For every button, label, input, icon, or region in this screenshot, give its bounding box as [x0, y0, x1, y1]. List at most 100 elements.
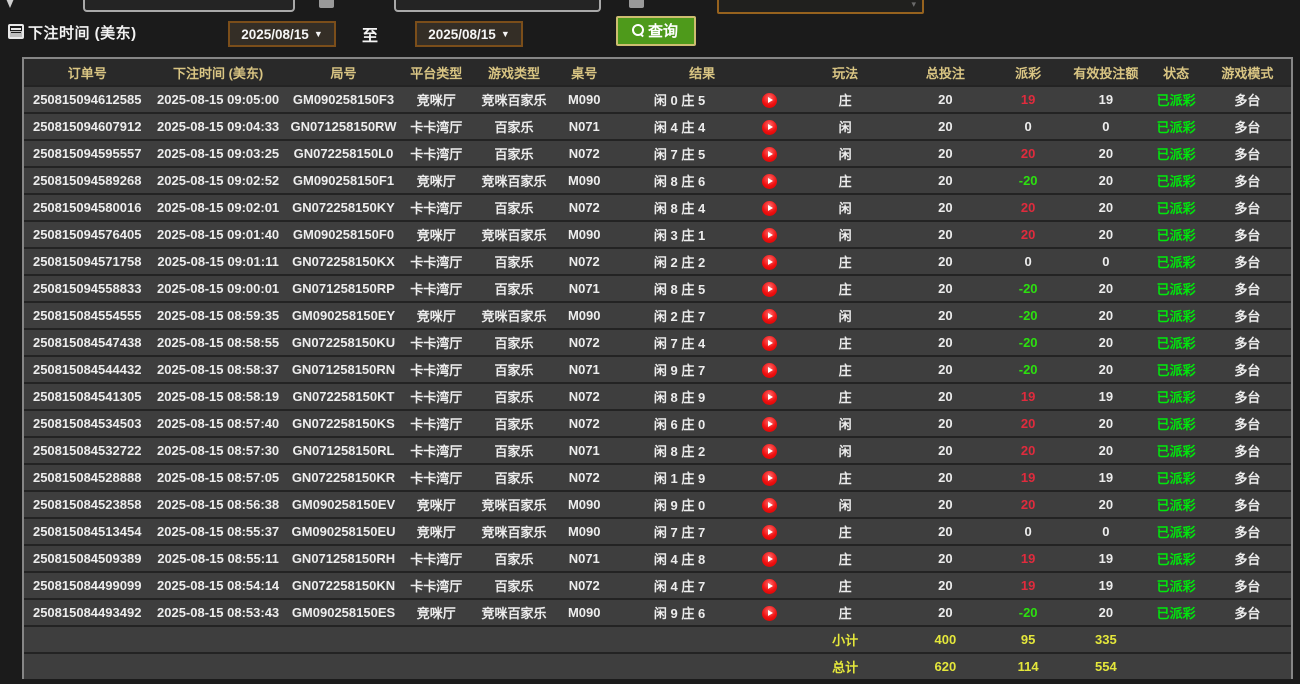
play-icon[interactable] [762, 578, 778, 594]
table-number: M090 [556, 517, 612, 544]
play-icon[interactable] [762, 200, 778, 216]
status-badge: 已派彩 [1148, 247, 1204, 274]
play-icon[interactable] [762, 551, 778, 567]
game-type: 竞咪百家乐 [471, 220, 557, 247]
play-icon[interactable] [762, 227, 778, 243]
round-number: GM090258150EV [285, 490, 402, 517]
replay-cell [747, 382, 793, 409]
status-badge: 已派彩 [1148, 382, 1204, 409]
game-type: 竞咪百家乐 [471, 166, 557, 193]
play-icon[interactable] [762, 362, 778, 378]
table-row: 250815094607912 2025-08-15 09:04:33 GN07… [24, 112, 1291, 139]
top-input-2[interactable] [394, 0, 601, 12]
result: 闲 9 庄 0 [611, 490, 748, 517]
search-button[interactable]: 查询 [616, 16, 696, 46]
col-game-type: 游戏类型 [471, 59, 557, 87]
table-number: N072 [556, 193, 612, 220]
play-icon[interactable] [762, 119, 778, 135]
total-bet: 20 [897, 382, 994, 409]
replay-cell [747, 112, 793, 139]
bet-time: 2025-08-15 09:05:00 [150, 87, 286, 112]
table-number: N071 [556, 436, 612, 463]
table-number: N071 [556, 112, 612, 139]
play-icon[interactable] [762, 416, 778, 432]
result: 闲 2 庄 2 [611, 247, 748, 274]
calendar-icon[interactable] [629, 0, 644, 8]
result: 闲 8 庄 4 [611, 193, 748, 220]
payout: 19 [993, 87, 1064, 112]
status-badge: 已派彩 [1148, 355, 1204, 382]
bet-records-table: 订单号 下注时间 (美东) 局号 平台类型 游戏类型 桌号 结果 玩法 总投注 … [22, 57, 1293, 679]
valid-bet: 19 [1063, 382, 1149, 409]
round-number: GN071258150RP [285, 274, 402, 301]
valid-bet: 19 [1063, 87, 1149, 112]
play-type: 庄 [792, 247, 898, 274]
play-icon[interactable] [762, 281, 778, 297]
replay-cell [747, 436, 793, 463]
valid-bet: 19 [1063, 571, 1149, 598]
round-number: GN072258150KR [285, 463, 402, 490]
table-number: N072 [556, 409, 612, 436]
play-icon[interactable] [762, 497, 778, 513]
game-type: 百家乐 [471, 409, 557, 436]
order-number: 250815084513454 [24, 517, 151, 544]
to-label: 至 [362, 28, 379, 45]
order-number: 250815084528888 [24, 463, 151, 490]
order-number: 250815094607912 [24, 112, 151, 139]
platform-type: 卡卡湾厅 [401, 544, 472, 571]
payout: -20 [993, 301, 1064, 328]
col-result: 结果 [611, 59, 793, 87]
date-to-select[interactable]: 2025/08/15 ▼ [415, 21, 523, 47]
play-type: 庄 [792, 598, 898, 625]
play-icon[interactable] [762, 146, 778, 162]
play-icon[interactable] [762, 254, 778, 270]
result: 闲 4 庄 4 [611, 112, 748, 139]
valid-bet: 19 [1063, 544, 1149, 571]
top-dropdown[interactable]: ▾ [717, 0, 924, 14]
total-bet: 20 [897, 463, 994, 490]
play-icon[interactable] [762, 173, 778, 189]
valid-bet: 20 [1063, 436, 1149, 463]
status-badge: 已派彩 [1148, 274, 1204, 301]
valid-bet: 19 [1063, 463, 1149, 490]
calendar-icon[interactable] [319, 0, 334, 8]
play-icon[interactable] [762, 335, 778, 351]
platform-type: 竞咪厅 [401, 490, 472, 517]
payout: 20 [993, 409, 1064, 436]
total-bet: 20 [897, 220, 994, 247]
play-icon[interactable] [762, 443, 778, 459]
total-bet: 20 [897, 166, 994, 193]
status-badge: 已派彩 [1148, 436, 1204, 463]
play-icon[interactable] [762, 308, 778, 324]
round-number: GM090258150F0 [285, 220, 402, 247]
play-icon[interactable] [762, 524, 778, 540]
platform-type: 竞咪厅 [401, 166, 472, 193]
game-mode: 多台 [1203, 301, 1291, 328]
play-type: 闲 [792, 301, 898, 328]
table-number: M090 [556, 220, 612, 247]
payout: 20 [993, 436, 1064, 463]
col-bet-time: 下注时间 (美东) [150, 59, 286, 87]
top-input-1[interactable] [83, 0, 295, 12]
total-bet: 20 [897, 517, 994, 544]
bet-time: 2025-08-15 08:57:05 [150, 463, 286, 490]
table-row: 250815094595557 2025-08-15 09:03:25 GN07… [24, 139, 1291, 166]
table-row: 250815094580016 2025-08-15 09:02:01 GN07… [24, 193, 1291, 220]
bet-time: 2025-08-15 09:02:52 [150, 166, 286, 193]
date-from-select[interactable]: 2025/08/15 ▼ [228, 21, 336, 47]
play-type: 闲 [792, 436, 898, 463]
status-badge: 已派彩 [1148, 544, 1204, 571]
table-row: 250815084499099 2025-08-15 08:54:14 GN07… [24, 571, 1291, 598]
platform-type: 卡卡湾厅 [401, 382, 472, 409]
play-type: 庄 [792, 571, 898, 598]
play-icon[interactable] [762, 605, 778, 621]
round-number: GN072258150KU [285, 328, 402, 355]
date-to-value: 2025/08/15 [428, 26, 496, 42]
round-number: GN072258150KX [285, 247, 402, 274]
play-icon[interactable] [762, 92, 778, 108]
table-row: 250815084534503 2025-08-15 08:57:40 GN07… [24, 409, 1291, 436]
play-icon[interactable] [762, 470, 778, 486]
grand-total-payout: 114 [993, 652, 1064, 679]
subtotal-total-bet: 400 [897, 625, 994, 652]
play-icon[interactable] [762, 389, 778, 405]
